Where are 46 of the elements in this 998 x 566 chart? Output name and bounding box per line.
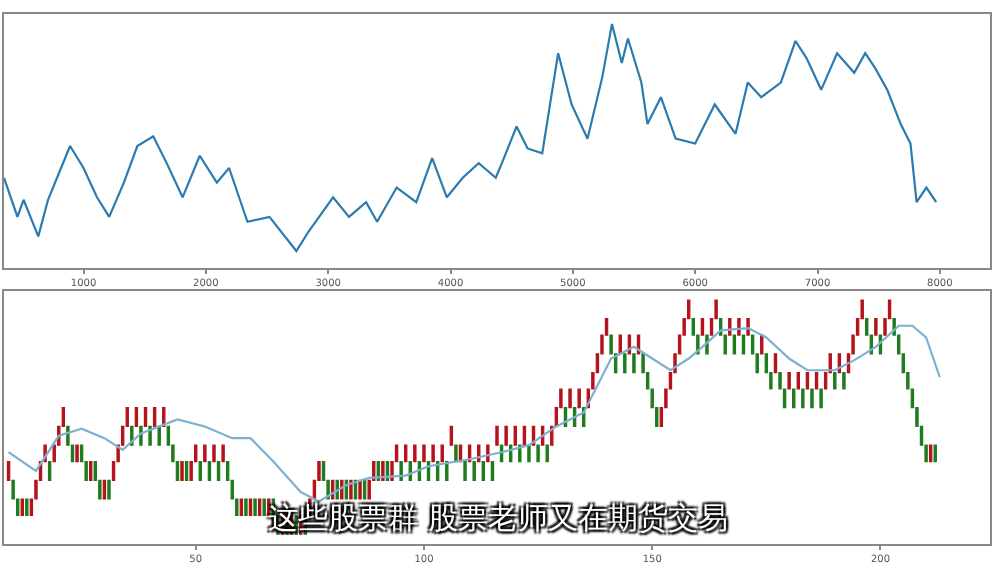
candlestick	[787, 371, 791, 390]
candlestick	[440, 444, 444, 463]
candlestick	[810, 388, 814, 409]
candlestick	[504, 425, 508, 446]
candlestick	[257, 498, 262, 517]
candlestick	[495, 425, 499, 446]
candlestick	[431, 444, 435, 463]
candlestick	[157, 425, 161, 446]
candlestick	[632, 353, 636, 374]
candlestick	[527, 444, 531, 463]
candlestick	[244, 498, 248, 517]
candlestick	[253, 498, 257, 517]
candlestick	[239, 498, 244, 517]
candlestick	[422, 444, 426, 463]
candlestick	[760, 334, 764, 355]
candlestick	[463, 460, 467, 481]
candlestick	[819, 388, 823, 409]
candlestick	[513, 425, 517, 446]
candlestick	[221, 444, 225, 463]
candlestick	[874, 318, 878, 336]
candlestick	[833, 371, 837, 390]
candlestick	[623, 353, 627, 374]
candlestick	[107, 479, 111, 500]
candlestick	[212, 444, 216, 463]
candlestick	[577, 388, 581, 409]
candlestick	[454, 444, 458, 463]
candlestick	[25, 498, 29, 517]
candlestick	[805, 371, 810, 390]
candlestick	[472, 460, 476, 481]
candlestick	[568, 388, 572, 409]
candlestick	[933, 444, 937, 463]
candlestick	[180, 460, 184, 481]
candlestick	[700, 318, 705, 336]
candlestick	[801, 388, 805, 409]
candlestick	[536, 444, 540, 463]
candlestick	[203, 444, 207, 463]
candlestick	[545, 444, 549, 463]
candlestick	[262, 498, 266, 517]
candlestick	[842, 371, 846, 390]
candlestick	[814, 371, 819, 390]
candlestick	[75, 444, 79, 463]
candlestick	[796, 371, 800, 390]
candlestick	[248, 498, 253, 517]
candlestick	[20, 498, 24, 517]
candlestick	[413, 444, 417, 463]
candlestick	[618, 334, 622, 355]
